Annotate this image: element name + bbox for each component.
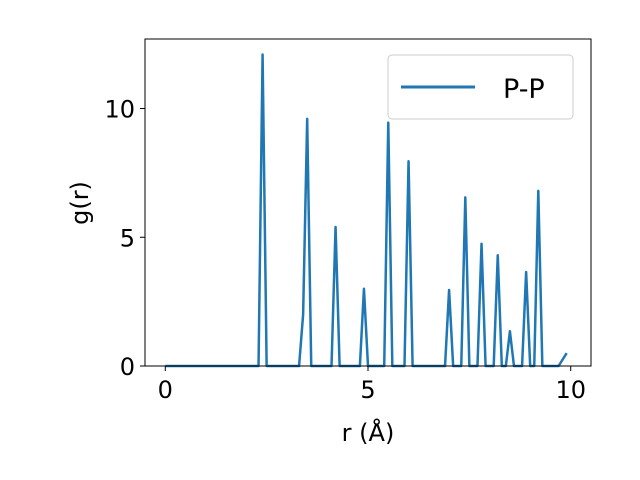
- y-axis-label: g(r): [66, 181, 94, 225]
- legend: P-P: [387, 54, 574, 120]
- x-axis-ticks: 0 5 10: [158, 366, 586, 404]
- legend-label: P-P: [503, 74, 545, 105]
- x-axis-label: r (Å): [342, 418, 395, 447]
- x-tick-label: 5: [360, 376, 375, 404]
- y-tick-label: 10: [104, 96, 135, 124]
- y-tick-label: 0: [120, 353, 135, 381]
- y-tick-label: 5: [120, 224, 135, 252]
- x-tick-label: 10: [555, 376, 586, 404]
- x-tick-label: 0: [158, 376, 173, 404]
- y-axis-ticks: 0 5 10: [104, 96, 145, 381]
- legend-box: [387, 54, 574, 120]
